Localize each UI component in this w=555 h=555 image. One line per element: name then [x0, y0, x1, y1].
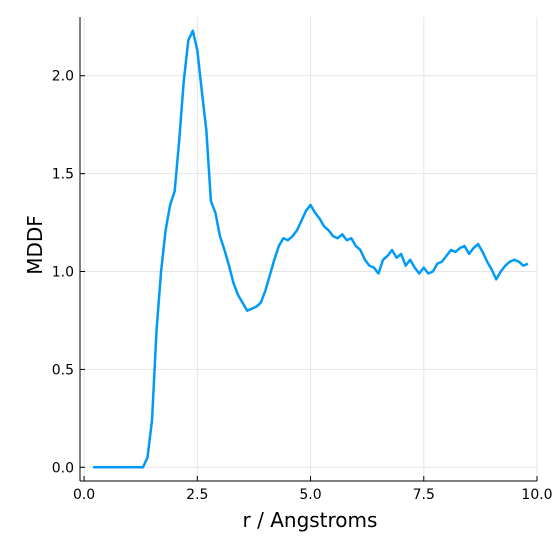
x-axis-label: r / Angstroms — [243, 508, 378, 532]
x-tick-label: 5.0 — [299, 487, 321, 503]
y-axis-label: MDDF — [23, 215, 47, 275]
y-tick-label: 1.5 — [52, 167, 74, 183]
data-line — [93, 29, 529, 469]
y-tick-label: 0.5 — [52, 362, 74, 378]
x-tick-label: 0.0 — [73, 487, 95, 503]
y-tick-label: 0.0 — [52, 460, 74, 476]
x-tick-label: 10.0 — [521, 487, 552, 503]
y-tick-label: 2.0 — [52, 69, 74, 85]
x-tick-label: 7.5 — [413, 487, 435, 503]
x-tick-label: 2.5 — [186, 487, 208, 503]
y-tick-label: 1.0 — [52, 265, 74, 281]
